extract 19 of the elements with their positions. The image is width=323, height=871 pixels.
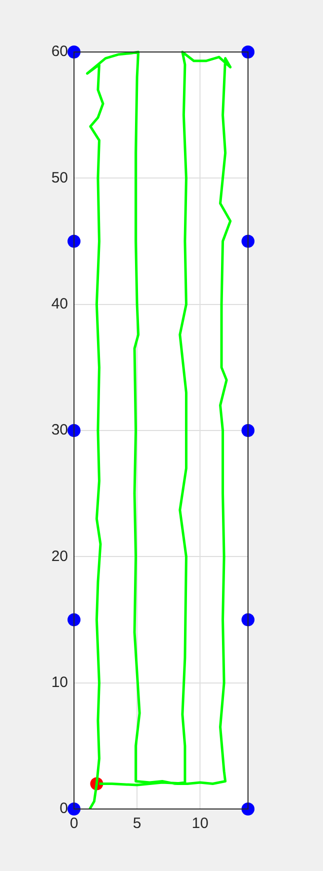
point (68, 613, 80, 626)
point (68, 802, 80, 816)
point (242, 46, 254, 58)
y-tick-label: 40 (51, 295, 68, 312)
y-tick-label: 60 (51, 43, 68, 60)
y-tick-label: 50 (51, 169, 68, 186)
point (242, 424, 254, 437)
point (68, 234, 80, 248)
point (242, 613, 254, 626)
point (242, 802, 254, 816)
y-tick-label: 10 (51, 674, 68, 691)
y-tick-label: 0 (60, 800, 68, 818)
y-tick-label: 20 (51, 548, 68, 565)
point (68, 424, 80, 437)
point (242, 234, 254, 248)
x-tick-label: 10 (192, 815, 208, 832)
y-tick-label: 30 (51, 422, 68, 439)
x-tick-label: 5 (132, 815, 142, 832)
point (68, 46, 80, 58)
